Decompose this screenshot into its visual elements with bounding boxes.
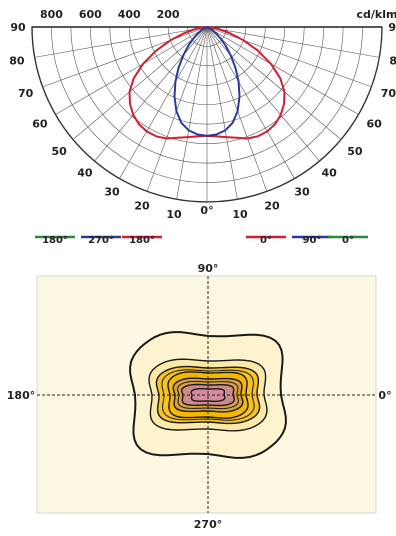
angle-label-left: 90 bbox=[10, 21, 26, 34]
angle-label-right: 90 bbox=[388, 21, 396, 34]
radial-tick-label: 400 bbox=[118, 8, 141, 21]
angle-label-left: 10 bbox=[166, 208, 182, 221]
legend-label: 180° bbox=[129, 235, 155, 246]
angle-label-center: 0° bbox=[200, 204, 213, 217]
polar-intensity-diagram: 200400600800cd/klm9090808070706060505040… bbox=[9, 8, 396, 221]
polar-spoke bbox=[206, 26, 320, 162]
angle-label-right: 60 bbox=[366, 118, 382, 131]
angle-label-left: 70 bbox=[18, 87, 34, 100]
angle-label-left: 60 bbox=[32, 118, 48, 131]
polar-spoke bbox=[119, 26, 208, 179]
polar-spoke bbox=[94, 26, 208, 162]
legend-label: 270° bbox=[88, 235, 114, 246]
polar-spoke bbox=[34, 26, 208, 58]
legend-label: 180° bbox=[42, 235, 68, 246]
angle-label-right: 70 bbox=[381, 87, 396, 100]
angle-label-left: 40 bbox=[77, 167, 93, 180]
angle-label-right: 80 bbox=[389, 55, 396, 68]
polar-legend: 180° 270° 180° 0° 90° 0° bbox=[35, 235, 368, 246]
angle-label-right: 20 bbox=[264, 200, 280, 213]
polar-spoke bbox=[206, 26, 238, 200]
polar-series-curve-2 bbox=[173, 26, 241, 137]
polar-spoke bbox=[206, 26, 372, 88]
angle-label-right: 30 bbox=[294, 186, 310, 199]
polar-spoke bbox=[42, 26, 208, 88]
radial-tick-label: 200 bbox=[157, 8, 180, 21]
angle-label-left: 50 bbox=[51, 145, 67, 158]
unit-label: cd/klm bbox=[357, 8, 396, 21]
legend-label: 0° bbox=[342, 235, 354, 246]
polar-spoke bbox=[206, 26, 295, 179]
polar-spoke bbox=[55, 26, 208, 115]
legend-label: 0° bbox=[260, 235, 272, 246]
radial-tick-label: 800 bbox=[40, 8, 63, 21]
polar-spoke bbox=[176, 26, 208, 200]
angle-label-left: 80 bbox=[9, 55, 25, 68]
isolux-contour-diagram: 90° 270° 180° 0° bbox=[7, 262, 392, 531]
contour-label-left: 180° bbox=[7, 389, 35, 402]
polar-spoke bbox=[206, 26, 380, 58]
polar-spoke bbox=[206, 26, 359, 115]
polar-spoke bbox=[72, 26, 208, 140]
angle-label-left: 30 bbox=[104, 186, 120, 199]
polar-spoke bbox=[206, 26, 342, 140]
radial-tick-label: 600 bbox=[79, 8, 102, 21]
contour-label-right: 0° bbox=[378, 389, 391, 402]
contour-label-bottom: 270° bbox=[194, 518, 222, 531]
legend-label: 90° bbox=[303, 235, 322, 246]
angle-label-left: 20 bbox=[134, 200, 150, 213]
angle-label-right: 50 bbox=[347, 145, 363, 158]
contour-label-top: 90° bbox=[198, 262, 219, 275]
angle-label-right: 10 bbox=[232, 208, 248, 221]
angle-label-right: 40 bbox=[321, 167, 337, 180]
